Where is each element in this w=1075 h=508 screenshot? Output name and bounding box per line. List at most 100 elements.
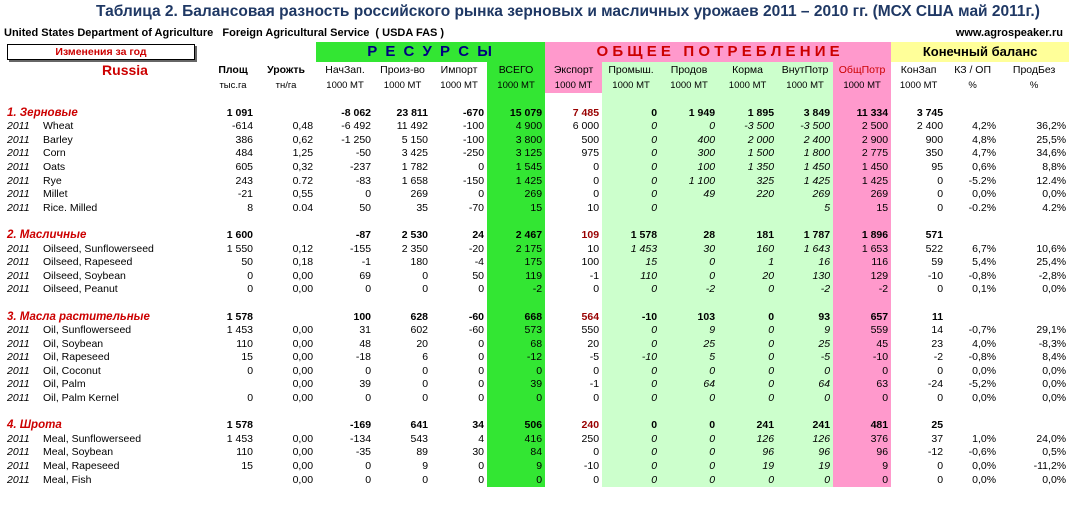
cell-value: 4.2% [1042,201,1067,214]
cell-value: -2 [933,351,944,364]
cell-value: 0 [422,378,429,391]
cell-value: 19 [718,460,778,474]
year: 2011 [7,392,30,405]
empty-cell [545,406,602,420]
cell-value: 0,5% [1042,446,1067,459]
unit: тн/га [275,80,297,92]
empty-cell [718,93,778,107]
group-total: 241 [718,419,778,433]
cell-value: 84 [487,446,546,461]
cell-value: 1 350 [718,160,778,175]
empty-cell [431,93,487,107]
year: 2011 [7,269,30,282]
cell-value: 110 [602,269,661,284]
group-total: -670 [463,106,485,119]
cell-value: 119 [487,269,546,284]
cell-value: 15 [602,256,661,270]
empty-cell [316,406,374,420]
cell-value: 0 [777,392,834,406]
cell-value: 15 [241,351,254,364]
empty-cell [999,93,1069,107]
empty-cell [40,297,210,311]
cell-value: 96 [777,446,834,461]
cell-value: -3 500 [718,120,778,134]
empty-cell [545,93,602,107]
empty-cell [4,79,40,93]
cell-value: 2 900 [833,133,892,148]
table-row [4,405,1069,420]
cell-value: 19 [777,460,834,474]
empty-cell [833,215,892,229]
unit: тыс.га [219,80,247,92]
cell-value: 0,00 [292,460,314,473]
cell-value: 5 [777,201,834,216]
cell-value: 1 453 [602,242,661,257]
cell-value: -155 [350,242,372,255]
item-name: Barley [43,133,73,146]
cell-value: 96 [833,446,892,461]
cell-value: 129 [833,269,892,284]
cell-value: 30 [472,446,485,459]
cell-value: -2 [660,283,719,297]
empty-cell [4,297,40,311]
unit: % [968,80,977,92]
empty-cell [999,297,1069,311]
group-total: 1 895 [718,106,778,121]
cell-value: 0 [718,337,778,352]
empty-cell [602,215,661,229]
cell-value: 1 653 [833,242,892,257]
year: 2011 [7,460,30,473]
cell-value: -18 [355,351,372,364]
cell-value: 0,00 [292,392,314,405]
cell-value: -3 500 [777,120,834,134]
cell-value: 1 425 [487,174,546,189]
item-name: Oil, Palm [43,378,86,391]
cell-value: 0 [602,378,661,393]
cell-value: 1 658 [401,174,429,187]
year: 2011 [7,174,30,187]
cell-value: -8,3% [1038,337,1067,350]
cell-value: 0 [660,120,719,134]
cell-value: -614 [232,120,254,133]
cell-value: 0 [937,473,944,486]
table-row: 2011 Oats 605 0,32 -237 1 782 0 1 545 0 0 100 1 350… [4,160,1069,175]
empty-cell [374,406,431,420]
cell-value: 0,0% [972,392,997,405]
empty-cell [374,93,431,107]
item-name: Oil, Rapeseed [43,351,110,364]
group-total: 25 [931,419,944,432]
empty-cell [833,405,892,420]
group-total: 3 745 [916,106,944,119]
cell-value: 350 [925,147,944,160]
cell-value: 95 [931,160,944,173]
cell-value: -237 [350,160,372,173]
empty-cell [487,405,546,420]
cell-value: 220 [718,188,778,202]
column-header: Корма [718,62,778,79]
column-header: Урожть [267,63,305,76]
cell-value: 25,4% [1036,256,1067,269]
cell-value: 0 [602,337,661,352]
cell-value: 0,0% [1042,364,1067,377]
group-total: 109 [581,228,600,241]
cell-value: 0,00 [292,364,314,377]
cell-value: -1 [589,269,600,282]
year: 2011 [7,120,30,133]
table-row [4,215,1069,229]
empty-cell [777,93,834,107]
cell-value: 0,32 [292,160,314,173]
empty-cell [999,229,1069,243]
cell-value: 0 [365,392,372,405]
unit: 1000 МТ [326,80,364,92]
group-label: 2. Масличные [7,228,87,241]
year: 2011 [7,201,30,214]
cell-value: 12.4% [1036,174,1067,187]
cell-value: 0,0% [972,460,997,473]
website: www.agrospeaker.ru [955,27,1063,39]
cell-value: 3 125 [487,147,546,161]
cell-value: 1 643 [777,242,834,257]
empty-cell [999,406,1069,420]
empty-cell [999,215,1069,229]
cell-value: 89 [416,446,429,459]
